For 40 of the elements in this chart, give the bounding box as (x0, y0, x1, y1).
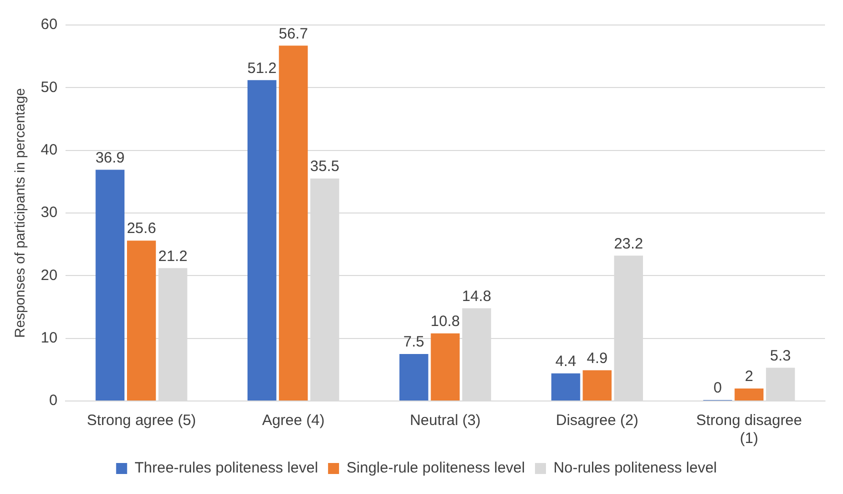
data-label: 7.5 (403, 334, 424, 351)
bar (430, 333, 460, 400)
data-label: 51.2 (247, 60, 277, 77)
x-tick-label: Agree (4) (262, 412, 325, 430)
bar (248, 80, 276, 400)
bar (551, 373, 580, 400)
x-tick-label: Disagree (2) (556, 412, 638, 430)
data-label: 36.9 (95, 149, 125, 166)
x-tick-label: Strong agree (5) (86, 412, 196, 430)
legend-label: Three-rules politeness level (134, 460, 318, 477)
y-tick-label: 40 (40, 141, 58, 158)
data-label: 0 (713, 380, 722, 397)
data-label: 4.4 (555, 353, 576, 370)
y-axis-title: Responses of participants in percentage (11, 88, 28, 338)
data-label: 5.3 (770, 347, 791, 364)
data-label: 2 (744, 368, 754, 386)
legend-label: Single-rule politeness level (346, 460, 525, 477)
data-label: 10.8 (430, 312, 460, 330)
y-tick-label: 10 (40, 329, 58, 346)
y-tick-label: 20 (40, 266, 58, 284)
y-tick-label: 60 (40, 16, 58, 34)
data-label: 35.5 (310, 158, 340, 176)
data-label: 14.8 (462, 288, 492, 305)
bar (399, 354, 428, 400)
y-tick-label: 0 (49, 392, 58, 410)
x-tick-label: Strong disagree (1) (696, 412, 802, 448)
data-label: 56.7 (278, 25, 308, 42)
bar (734, 388, 764, 400)
x-tick-label: Neutral (3) (410, 412, 481, 430)
bar (582, 370, 612, 400)
y-tick-label: 50 (40, 78, 58, 96)
bar (126, 240, 156, 400)
data-label: 25.6 (126, 220, 156, 238)
legend-label: No-rules politeness level (553, 460, 717, 477)
bar (278, 46, 308, 400)
data-label: 21.2 (158, 248, 188, 265)
data-label: 23.2 (614, 235, 644, 252)
data-label: 4.9 (586, 350, 608, 367)
bar (96, 170, 124, 400)
y-tick-label: 30 (40, 204, 58, 222)
